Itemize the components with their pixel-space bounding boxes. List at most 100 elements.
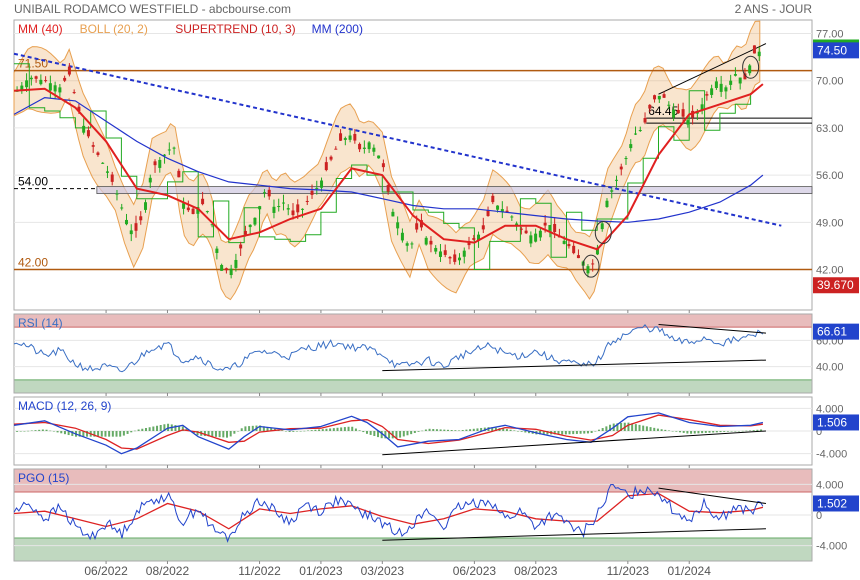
macd-histogram-bar (130, 431, 133, 433)
macd-histogram-bar (421, 430, 424, 432)
candle-body (695, 112, 699, 114)
pgo-line (13, 483, 764, 543)
macd-histogram-bar (568, 431, 571, 435)
macd-histogram-bar (627, 422, 630, 431)
macd-histogram-bar (284, 431, 287, 432)
candle-body (381, 163, 385, 168)
macd-histogram-bar (174, 425, 177, 431)
macd-histogram-bar (318, 429, 321, 431)
candle-body (591, 263, 595, 265)
macd-histogram-bar (494, 427, 497, 431)
signal-circle (582, 254, 600, 278)
macd-histogram-bar (513, 430, 516, 431)
macd-histogram-bar (601, 428, 604, 431)
macd-histogram-bar (292, 431, 295, 432)
candle-body (58, 87, 62, 93)
macd-histogram-bar (207, 431, 210, 437)
candle-body (129, 230, 133, 235)
macd-histogram-bar (310, 430, 313, 431)
macd-histogram-bar (642, 425, 645, 431)
candle-body (53, 85, 57, 92)
macd-histogram-bar (620, 422, 623, 431)
macd-histogram-bar (49, 430, 52, 432)
macd-histogram-bar (369, 431, 372, 435)
macd-histogram-bar (491, 427, 494, 431)
candle-body (310, 190, 314, 195)
candle-body (63, 77, 67, 81)
macd-histogram-bar (539, 431, 542, 435)
macd-histogram-bar (697, 431, 700, 434)
support-zone (96, 186, 813, 195)
candle-body (534, 233, 538, 242)
macd-histogram-bar (336, 427, 339, 431)
macd-histogram-bar (572, 431, 575, 435)
candle-body (167, 149, 171, 151)
macd-y-tick: 0 (816, 426, 822, 438)
macd-histogram-bar (458, 430, 461, 431)
macd-histogram-bar (520, 431, 523, 432)
candle-body (120, 207, 124, 209)
macd-histogram-bar (502, 428, 505, 431)
macd-histogram-bar (111, 431, 114, 437)
macd-histogram-bar (557, 431, 560, 435)
macd-histogram-bar (564, 431, 567, 435)
macd-histogram-bar (446, 429, 449, 431)
candle-body (738, 77, 742, 84)
candle-body (462, 250, 466, 257)
macd-histogram-bar (100, 431, 103, 437)
macd-histogram-bar (712, 431, 715, 433)
macd-histogram-bar (679, 431, 682, 433)
candle-body (334, 148, 338, 150)
macd-histogram-bar (82, 431, 85, 437)
candle-body (301, 208, 305, 210)
level-label: 54.00 (18, 175, 48, 189)
macd-histogram-bar (682, 431, 685, 433)
macd-histogram-bar (671, 431, 674, 432)
macd-histogram-bar (152, 426, 155, 431)
candle-body (153, 161, 157, 166)
candle-body (243, 230, 247, 235)
candle-body (77, 106, 81, 112)
candle-body (424, 237, 428, 245)
candle-body (619, 166, 623, 170)
pgo-legend-item: PGO (15) (18, 471, 69, 485)
candle-body (457, 257, 461, 261)
macd-histogram-bar (450, 430, 453, 431)
candle-body (239, 244, 243, 249)
macd-histogram-bar (656, 428, 659, 431)
macd-histogram-bar (307, 430, 310, 431)
rsi-overbought-zone (14, 314, 812, 328)
pgo-value-tag-label: 1.502 (817, 496, 847, 510)
macd-histogram-bar (325, 428, 328, 431)
candle-body (500, 209, 504, 212)
macd-histogram-bar (664, 429, 667, 431)
candle-body (757, 51, 761, 57)
candle-body (315, 187, 319, 189)
macd-histogram-bar (133, 430, 136, 432)
macd-histogram-bar (465, 429, 468, 431)
macd-histogram-bar (266, 427, 269, 431)
macd-histogram-bar (332, 428, 335, 431)
candle-body (115, 193, 119, 195)
pgo-y-tick: 4.000 (816, 479, 844, 491)
candle-body (391, 211, 395, 217)
macd-histogram-bar (30, 430, 33, 431)
macd-histogram-bar (354, 428, 357, 431)
candle-body (34, 76, 38, 79)
candle-body (748, 65, 752, 74)
candle-body (324, 162, 328, 171)
price-legend-item: MM (200) (312, 22, 363, 36)
candle-body (320, 180, 324, 188)
signal-circle (742, 55, 760, 79)
candle-body (367, 142, 371, 150)
macd-histogram-bar (428, 428, 431, 431)
candle-body (258, 206, 262, 210)
macd-histogram-bar (609, 424, 612, 431)
candle-body (657, 95, 661, 100)
macd-histogram-bar (631, 423, 634, 431)
macd-histogram-bar (516, 431, 519, 432)
macd-histogram-bar (586, 431, 589, 434)
downtrend-line (13, 52, 782, 227)
